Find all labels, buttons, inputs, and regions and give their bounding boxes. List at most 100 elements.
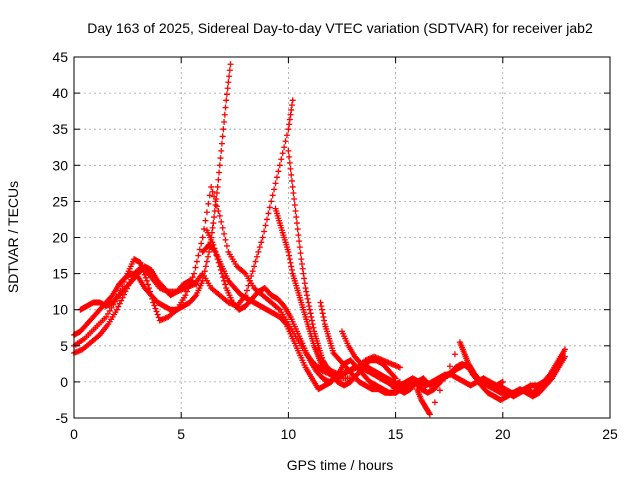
data-point — [119, 294, 126, 301]
data-point — [192, 293, 199, 300]
data-point — [282, 138, 289, 145]
data-point — [152, 305, 159, 312]
data-point — [268, 198, 275, 205]
data-point — [262, 222, 269, 229]
data-point — [189, 274, 196, 281]
data-point — [221, 118, 228, 125]
data-point — [286, 116, 293, 123]
data-point — [215, 208, 222, 215]
data-point — [216, 169, 223, 176]
data-point — [221, 111, 228, 118]
data-point — [195, 252, 202, 259]
data-point — [182, 292, 189, 299]
data-point — [144, 281, 151, 288]
data-point — [318, 306, 325, 313]
y-tick-label: 5 — [60, 338, 68, 354]
data-point — [205, 200, 212, 207]
data-point — [116, 300, 123, 307]
data-point — [426, 410, 433, 417]
data-point — [150, 299, 157, 306]
series-sat-l — [414, 339, 568, 418]
y-tick-label: 10 — [52, 302, 68, 318]
data-point — [269, 192, 276, 199]
data-point — [309, 321, 316, 328]
data-point — [210, 220, 217, 227]
data-point — [113, 306, 120, 313]
data-point — [151, 302, 158, 309]
data-point — [285, 147, 292, 154]
data-point — [203, 209, 210, 216]
data-point — [223, 242, 230, 249]
data-point — [201, 226, 208, 233]
data-point — [122, 274, 129, 281]
data-point — [211, 247, 218, 254]
data-point — [291, 195, 298, 202]
data-point — [451, 351, 458, 358]
data-point — [303, 292, 310, 299]
data-point — [185, 285, 192, 292]
data-point — [261, 228, 268, 235]
data-point — [446, 363, 453, 370]
x-tick-label: 10 — [281, 426, 297, 442]
data-point — [391, 374, 398, 381]
chart-title: Day 163 of 2025, Sidereal Day-to-day VTE… — [87, 20, 593, 36]
data-point — [192, 264, 199, 271]
data-point — [108, 293, 115, 300]
data-point — [288, 171, 295, 178]
data-point — [218, 218, 225, 225]
data-point — [154, 311, 161, 318]
data-point — [148, 292, 155, 299]
x-tick-label: 15 — [388, 426, 404, 442]
data-point — [209, 188, 216, 195]
data-point — [436, 387, 443, 394]
data-point — [287, 259, 294, 266]
data-point — [272, 180, 279, 187]
data-point — [292, 208, 299, 215]
data-point — [252, 258, 259, 265]
data-point — [258, 239, 265, 246]
data-point — [225, 79, 232, 86]
data-point — [301, 280, 308, 287]
data-point — [305, 299, 312, 306]
data-point — [226, 73, 233, 80]
data-point — [293, 214, 300, 221]
data-point — [280, 301, 287, 308]
data-point — [299, 265, 306, 272]
data-points — [71, 61, 568, 418]
data-point — [209, 224, 216, 231]
data-point — [199, 234, 206, 241]
data-point — [203, 258, 210, 265]
data-point — [224, 85, 231, 92]
data-point — [256, 244, 263, 251]
data-point — [243, 287, 250, 294]
data-point — [286, 159, 293, 166]
data-point — [310, 324, 317, 331]
data-point — [221, 230, 228, 237]
data-point — [286, 121, 293, 128]
x-tick-label: 20 — [495, 426, 511, 442]
data-point — [216, 212, 223, 219]
data-point — [222, 104, 229, 111]
data-point — [289, 97, 296, 104]
data-point — [263, 216, 270, 223]
grid-lines — [74, 57, 610, 418]
data-point — [281, 144, 288, 151]
data-point — [295, 232, 302, 239]
data-point — [153, 308, 160, 315]
y-tick-label: -5 — [56, 410, 69, 426]
data-point — [222, 236, 229, 243]
y-tick-label: 45 — [52, 49, 68, 65]
data-point — [301, 275, 308, 282]
data-point — [318, 303, 325, 310]
data-point — [226, 67, 233, 74]
data-point — [285, 126, 292, 133]
data-point — [218, 140, 225, 147]
data-point — [220, 274, 227, 281]
data-point — [103, 313, 110, 320]
data-point — [266, 204, 273, 211]
data-point — [287, 111, 294, 118]
data-point — [216, 162, 223, 169]
data-point — [218, 147, 225, 154]
